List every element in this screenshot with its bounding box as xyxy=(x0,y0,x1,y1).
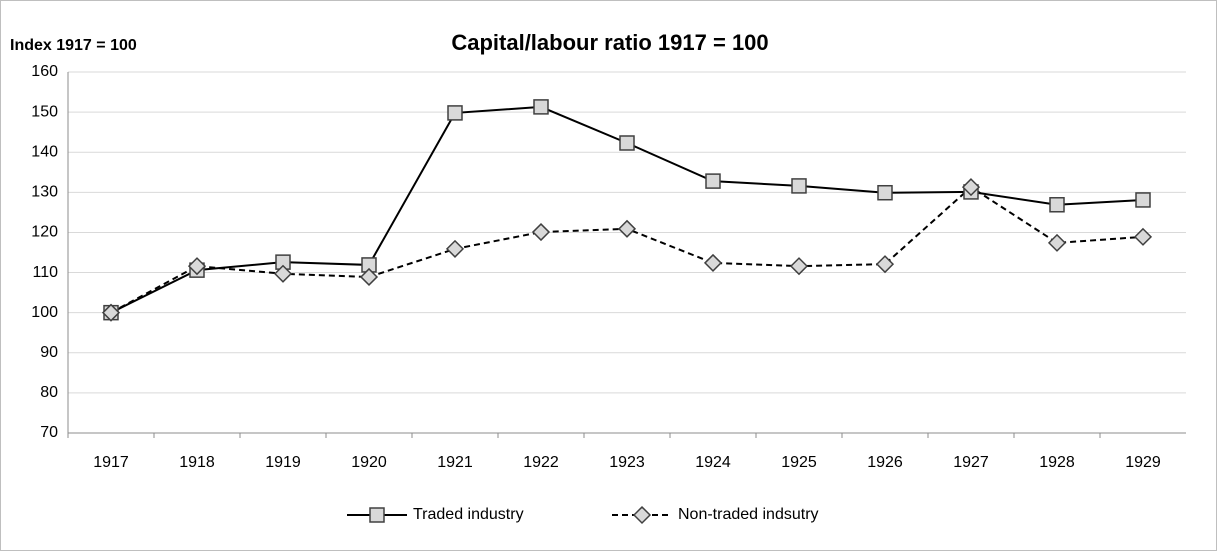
data-point xyxy=(101,303,121,322)
data-point xyxy=(447,105,463,121)
x-tick-label: 1923 xyxy=(609,454,645,471)
y-tick-label: 160 xyxy=(31,63,58,80)
y-tick-label: 80 xyxy=(40,384,58,401)
data-point xyxy=(1049,197,1065,213)
y-axis-label: Index 1917 = 100 xyxy=(10,37,137,54)
data-point xyxy=(791,178,807,194)
y-tick-label: 150 xyxy=(31,103,58,120)
data-point xyxy=(705,173,721,189)
data-point xyxy=(445,239,465,258)
data-point xyxy=(617,219,637,238)
legend-label: Traded industry xyxy=(413,506,524,523)
data-point xyxy=(1135,192,1151,208)
data-point xyxy=(1047,233,1067,252)
x-tick-label: 1925 xyxy=(781,454,817,471)
data-point xyxy=(875,255,895,274)
data-point xyxy=(1133,227,1153,246)
data-point xyxy=(187,257,207,276)
x-tick-label: 1920 xyxy=(351,454,387,471)
y-tick-label: 90 xyxy=(40,344,58,361)
legend-label: Non-traded indsutry xyxy=(678,506,819,523)
x-tick-label: 1922 xyxy=(523,454,559,471)
data-point xyxy=(273,264,293,283)
x-tick-label: 1917 xyxy=(93,454,129,471)
data-point xyxy=(533,99,549,115)
x-tick-label: 1924 xyxy=(695,454,731,471)
y-tick-label: 120 xyxy=(31,224,58,241)
chart-title: Capital/labour ratio 1917 = 100 xyxy=(451,30,768,55)
x-tick-label: 1928 xyxy=(1039,454,1075,471)
data-point xyxy=(619,135,635,151)
x-tick-label: 1921 xyxy=(437,454,473,471)
x-tick-label: 1926 xyxy=(867,454,903,471)
y-tick-label: 130 xyxy=(31,184,58,201)
data-point xyxy=(359,267,379,287)
data-point xyxy=(789,257,809,276)
data-point xyxy=(877,184,893,201)
x-tick-label: 1918 xyxy=(179,454,215,471)
y-tick-label: 110 xyxy=(32,264,58,281)
y-tick-label: 70 xyxy=(40,424,58,441)
x-tick-label: 1919 xyxy=(265,454,301,471)
legend-marker xyxy=(369,507,385,523)
data-point xyxy=(961,178,981,197)
y-tick-label: 100 xyxy=(31,304,58,321)
x-tick-label: 1929 xyxy=(1125,454,1161,471)
x-tick-label: 1927 xyxy=(953,454,989,471)
y-tick-label: 140 xyxy=(31,143,58,160)
data-point xyxy=(531,222,551,242)
legend-marker xyxy=(632,505,652,525)
data-point xyxy=(703,253,723,272)
